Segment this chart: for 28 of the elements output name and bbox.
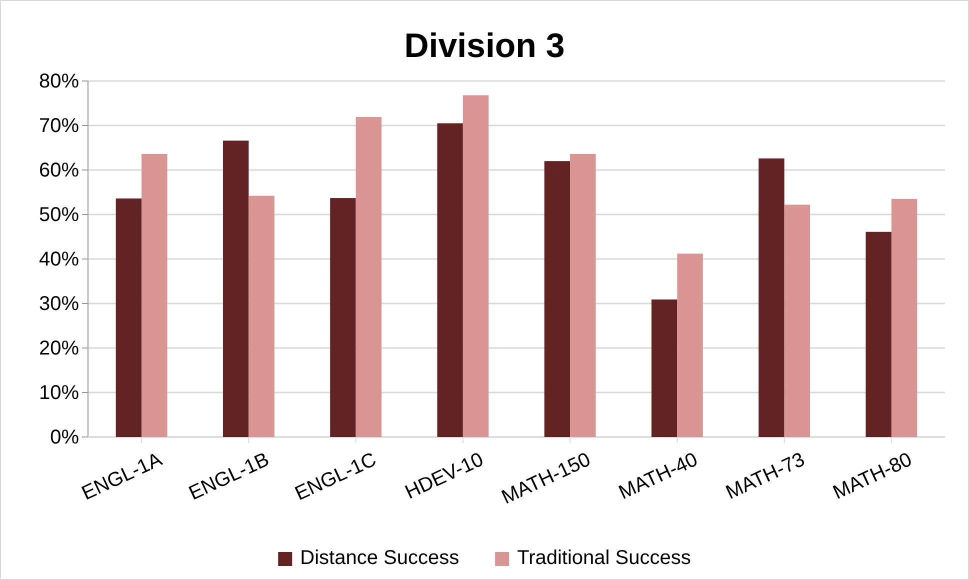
y-tick-label: 0% <box>50 426 80 448</box>
bar <box>142 154 168 437</box>
bar <box>758 158 784 437</box>
bar <box>222 140 249 437</box>
y-tick-label: 10% <box>38 382 80 404</box>
legend-label: Distance Success <box>300 547 460 569</box>
bar <box>866 232 892 437</box>
bar <box>677 254 703 437</box>
y-tick-label: 30% <box>38 292 80 315</box>
y-tick-label: 20% <box>38 337 80 360</box>
bar <box>248 196 274 437</box>
bar <box>544 161 570 437</box>
y-tick-label: 60% <box>38 159 80 182</box>
legend-label: Traditional Success <box>517 547 691 569</box>
bar <box>891 198 918 437</box>
bar <box>330 198 356 437</box>
y-tick-label: 50% <box>38 204 80 226</box>
y-tick-label: 40% <box>38 248 80 270</box>
bar <box>784 204 810 437</box>
y-tick-label: 80% <box>38 70 80 92</box>
bar <box>651 299 678 437</box>
bar <box>356 117 382 437</box>
bar <box>570 154 596 437</box>
bar <box>116 198 142 437</box>
y-tick-label: 70% <box>38 114 80 137</box>
chart-title: Division 3 <box>404 27 565 65</box>
bar <box>437 123 463 437</box>
bar <box>462 95 489 437</box>
